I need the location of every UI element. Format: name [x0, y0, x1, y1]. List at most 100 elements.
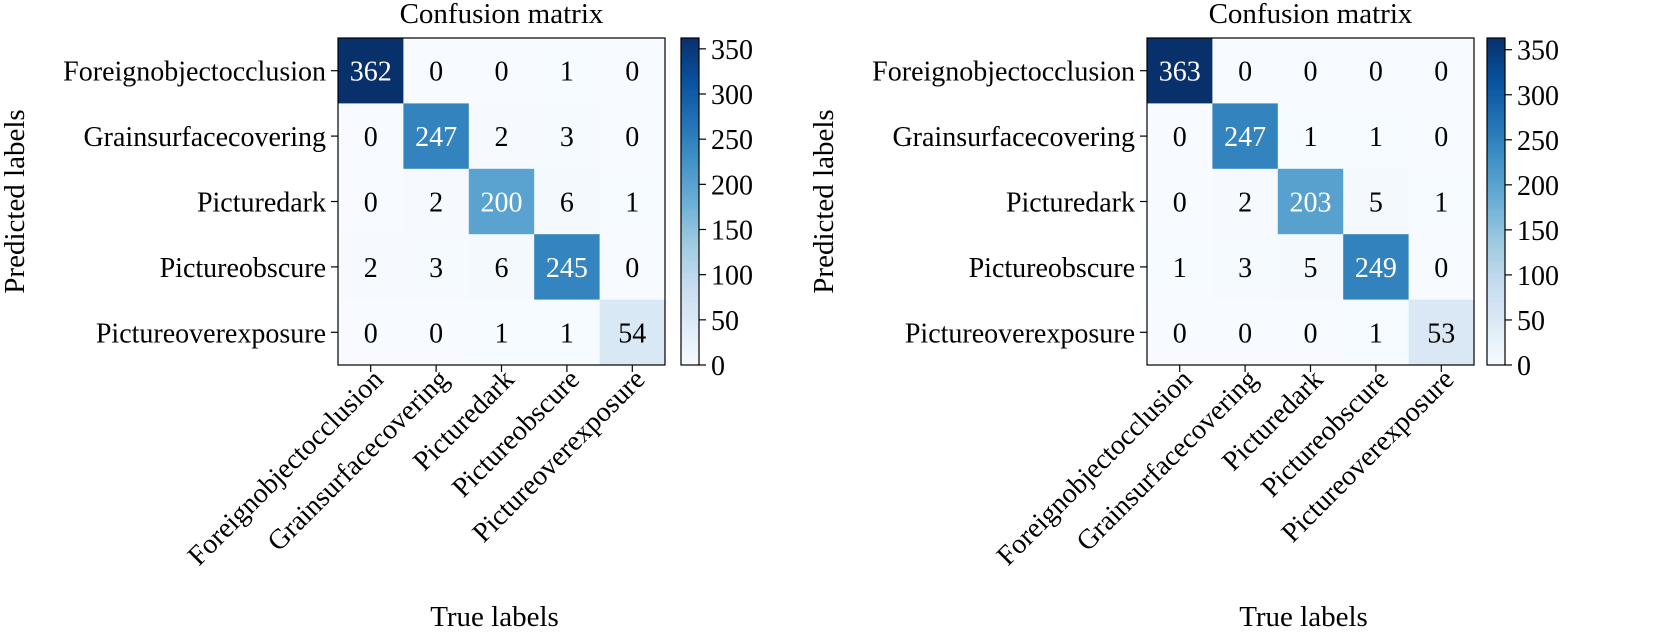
colorbar-band — [681, 231, 699, 235]
colorbar-band — [1487, 92, 1505, 96]
cell-value: 0 — [364, 188, 378, 219]
cell-value: 245 — [546, 253, 588, 284]
colorbar-band — [1487, 127, 1505, 132]
colorbar-band — [681, 149, 699, 154]
colorbar-band — [681, 266, 699, 271]
colorbar-band — [681, 269, 699, 273]
matrix-cell — [403, 103, 470, 170]
cell-value: 0 — [1304, 57, 1318, 88]
colorbar-band — [1487, 351, 1505, 355]
colorbar-band — [1487, 340, 1505, 344]
colorbar-band — [1487, 294, 1505, 298]
colorbar-band — [681, 204, 699, 208]
cell-value: 0 — [1173, 122, 1187, 153]
x-axis-label: True labels — [430, 601, 559, 633]
colorbar-band — [681, 155, 699, 159]
colorbar-band — [681, 78, 699, 83]
colorbar-band — [1487, 65, 1505, 69]
colorbar-band — [1487, 217, 1505, 222]
cell-value: 0 — [1173, 318, 1187, 349]
cell-value: 0 — [1173, 188, 1187, 219]
matrix-cell — [1277, 103, 1344, 170]
colorbar-band — [1487, 223, 1505, 227]
x-axis-label: True labels — [1239, 601, 1368, 633]
colorbar-band — [1487, 174, 1505, 178]
cell-value: 0 — [1369, 57, 1383, 88]
colorbar-band — [681, 354, 699, 358]
colorbar-frame — [1486, 37, 1506, 366]
colorbar-band — [681, 324, 699, 328]
colorbar-band — [681, 277, 699, 282]
colorbar-band — [1487, 57, 1505, 61]
colorbar: 0 50 100 150 200 250 300 350 — [1486, 36, 1559, 382]
cell-value: 363 — [1159, 57, 1201, 88]
colorbar-band — [1487, 84, 1505, 88]
cell-value: 3 — [429, 253, 443, 284]
cell-value: 0 — [1238, 57, 1252, 88]
cell-value: 0 — [495, 57, 509, 88]
matrix-cell — [534, 168, 601, 235]
cell-value: 2 — [495, 122, 509, 153]
matrix-cell — [599, 38, 666, 104]
colorbar-band — [681, 302, 699, 306]
colorbar-band — [681, 285, 699, 290]
colorbar-band — [681, 250, 699, 254]
colorbar-band — [1487, 329, 1505, 333]
colorbar-band — [1487, 321, 1505, 325]
colorbar-band — [1487, 206, 1505, 211]
cell-value: 1 — [560, 318, 574, 349]
cell-value: 6 — [560, 188, 574, 219]
matrix-cell — [403, 168, 470, 235]
matrix-cell — [534, 38, 601, 104]
matrix-cell — [1343, 38, 1410, 104]
colorbar-band — [1487, 354, 1505, 358]
colorbar-band — [1487, 147, 1505, 151]
colorbar-band — [681, 296, 699, 301]
colorbar-band — [1487, 168, 1505, 173]
matrix-cell — [1277, 168, 1344, 235]
matrix-cell — [1212, 299, 1279, 366]
colorbar-band — [1487, 125, 1505, 129]
y-tick-label: Pictureobscure — [160, 253, 326, 284]
colorbar-band — [1487, 67, 1505, 72]
colorbar-band — [1487, 51, 1505, 55]
matrix-cell — [1147, 103, 1213, 170]
y-tick-label: Foreignobjectocclusion — [872, 57, 1135, 88]
matrix-cell — [1147, 234, 1213, 301]
colorbar-band — [681, 247, 699, 252]
colorbar-band — [1487, 176, 1505, 181]
colorbar-band — [681, 253, 699, 257]
colorbar-band — [1487, 38, 1505, 42]
colorbar-band — [681, 299, 699, 303]
cell-value: 0 — [1434, 57, 1448, 88]
colorbar-band — [1487, 111, 1505, 115]
colorbar-band — [681, 239, 699, 243]
colorbar-band — [681, 332, 699, 336]
colorbar-frame — [680, 37, 700, 366]
colorbar-band — [681, 166, 699, 170]
colorbar-band — [1487, 201, 1505, 205]
colorbar-band — [681, 38, 699, 42]
colorbar-band — [681, 174, 699, 178]
colorbar-band — [1487, 54, 1505, 58]
colorbar: 0 50 100 150 200 250 300 350 — [680, 35, 753, 382]
colorbar-band — [681, 67, 699, 72]
colorbar-band — [681, 315, 699, 320]
colorbar-band — [1487, 187, 1505, 192]
matrix-cell — [1277, 299, 1344, 366]
colorbar-band — [681, 187, 699, 192]
colorbar-band — [681, 307, 699, 312]
colorbar-band — [1487, 245, 1505, 249]
colorbar-band — [1487, 133, 1505, 137]
colorbar-band — [681, 236, 699, 241]
cell-value: 0 — [1238, 318, 1252, 349]
colorbar-band — [681, 54, 699, 58]
colorbar-band — [1487, 179, 1505, 184]
cell-value: 362 — [350, 57, 392, 88]
colorbar-band — [1487, 103, 1505, 107]
matrix-cell — [534, 234, 601, 301]
colorbar-band — [1487, 313, 1505, 317]
colorbar-band — [681, 51, 699, 55]
colorbar-band — [1487, 141, 1505, 145]
